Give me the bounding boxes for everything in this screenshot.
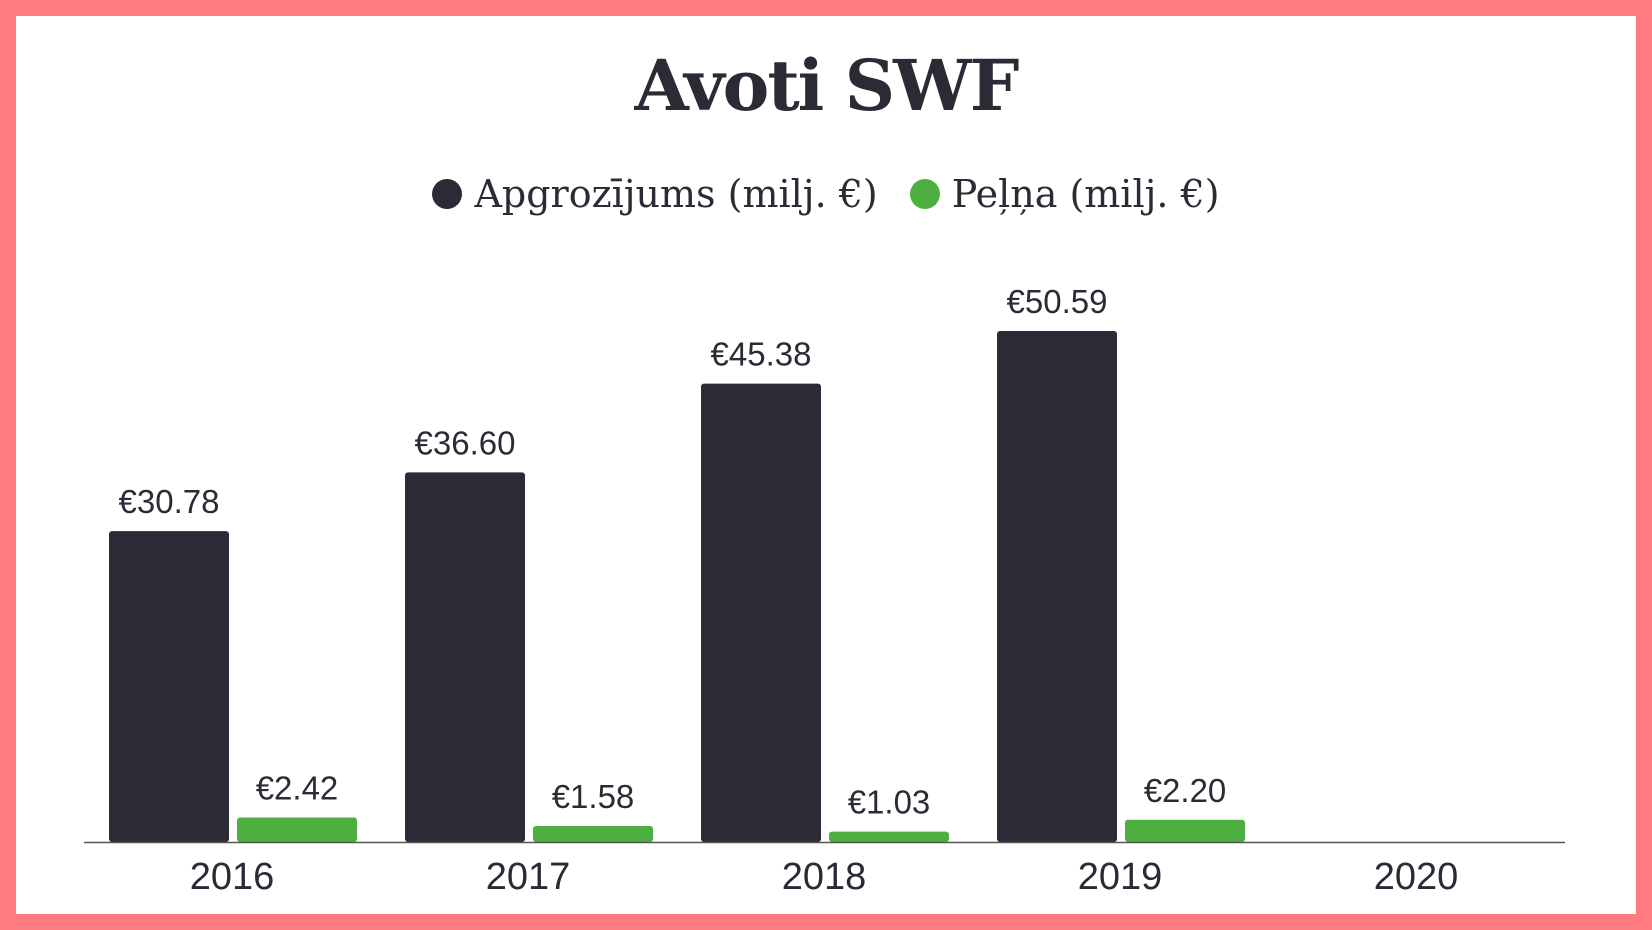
legend-swatch-profit xyxy=(909,179,940,209)
revenue-bar-2018 xyxy=(701,383,821,842)
legend: Apgrozījums (milj. €) Peļņa (milj. €) xyxy=(0,172,1652,216)
x-tick-2018: 2018 xyxy=(782,856,867,898)
x-tick-labels-group: 2016 2017 2018 2019 2020 xyxy=(190,856,1459,898)
x-tick-2017: 2017 xyxy=(486,856,571,898)
legend-item-revenue: Apgrozījums (milj. €) xyxy=(432,172,878,216)
revenue-bar-2019 xyxy=(997,331,1117,842)
x-tick-2016: 2016 xyxy=(190,856,275,898)
profit-bar-2016 xyxy=(237,817,357,842)
legend-label-profit: Peļņa (milj. €) xyxy=(951,172,1220,216)
profit-label-2019: €2.20 xyxy=(1144,772,1227,809)
revenue-bar-2016 xyxy=(109,531,229,842)
profit-label-2017: €1.58 xyxy=(552,778,635,815)
value-labels-group: €30.78 €2.42 €36.60 €1.58 €45.38 €1.03 €50.59 €… xyxy=(119,283,1227,821)
revenue-label-2019: €50.59 xyxy=(1007,283,1108,320)
x-tick-2020: 2020 xyxy=(1374,856,1459,898)
profit-label-2018: €1.03 xyxy=(848,784,931,821)
profit-bar-2019 xyxy=(1125,819,1245,842)
bars-group xyxy=(109,331,1245,842)
revenue-bar-2017 xyxy=(405,472,525,842)
profit-label-2016: €2.42 xyxy=(256,770,339,807)
revenue-label-2017: €36.60 xyxy=(415,424,516,461)
profit-bar-2018 xyxy=(829,831,949,842)
chart-title: Avoti SWF xyxy=(634,44,1020,127)
revenue-label-2018: €45.38 xyxy=(711,336,812,373)
legend-label-revenue: Apgrozījums (milj. €) xyxy=(474,172,878,216)
profit-bar-2017 xyxy=(533,826,653,842)
x-tick-2019: 2019 xyxy=(1078,856,1163,898)
legend-item-profit: Peļņa (milj. €) xyxy=(909,172,1220,216)
legend-swatch-revenue xyxy=(432,179,463,209)
revenue-label-2016: €30.78 xyxy=(119,483,220,520)
